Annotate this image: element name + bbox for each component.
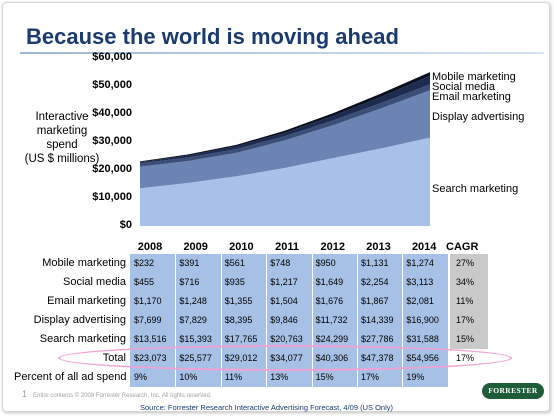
- table-row-social-media-cell: $3,113: [406, 277, 434, 287]
- table-column-divider: [402, 254, 404, 387]
- series-label-mobile-marketing: Mobile marketing: [432, 71, 516, 83]
- x-tick-label: 2014: [411, 241, 437, 253]
- area-display-advertising: [140, 90, 430, 189]
- table-row-social-media-cell: $455: [134, 277, 155, 287]
- slide-number: 1: [22, 389, 28, 399]
- table-row-mobile-marketing-cell: $1,131: [361, 258, 389, 268]
- slide-frame: [2, 2, 550, 412]
- table-row-search-marketing-cell: $20,763: [270, 334, 303, 344]
- cagr-header: CAGR: [446, 241, 479, 253]
- table-column-divider: [175, 254, 177, 387]
- series-label-social-media: Social media: [432, 81, 495, 93]
- table-row-mobile-marketing-cagr: 27%: [456, 258, 475, 268]
- y-axis-label-line-1: Interactive: [35, 111, 89, 123]
- table-row-search-marketing-cell: $27,786: [361, 334, 394, 344]
- series-label-display-advertising: Display advertising: [432, 111, 525, 123]
- table-column-divider: [266, 254, 268, 387]
- table-row-email-marketing-cell: $2,081: [406, 296, 434, 306]
- table-row-search-marketing-label: Search marketing: [39, 333, 126, 345]
- table-row-percent-label: Percent of all ad spend: [14, 371, 127, 383]
- total-highlight-oval: [58, 345, 512, 371]
- table-row-social-media-cell: $1,217: [270, 277, 298, 287]
- table-row-display-advertising-cell: $7,699: [134, 315, 162, 325]
- cagr-shading: [450, 254, 488, 349]
- y-tick-label: $30,000: [92, 135, 132, 147]
- x-tick-label: 2012: [320, 241, 346, 253]
- x-tick-label: 2010: [229, 241, 254, 253]
- table-row-mobile-marketing-cell: $1,274: [406, 258, 434, 268]
- table-row-search-marketing-cell: $24,299: [315, 334, 349, 344]
- table-row-email-marketing-label: Email marketing: [47, 295, 126, 307]
- table-row-email-marketing-cell: $1,248: [179, 296, 207, 306]
- table-row-email-marketing-cell: $1,504: [270, 296, 298, 306]
- table-row-search-marketing-cell: $15,393: [179, 334, 212, 344]
- table-row-percent-cell: 11%: [224, 372, 243, 382]
- table-row-social-media-cell: $2,254: [361, 277, 389, 287]
- table-row-display-advertising-cell: $16,900: [406, 315, 439, 325]
- y-axis-label-line-3: spend: [46, 139, 78, 151]
- table-row-mobile-marketing-cell: $561: [224, 258, 245, 268]
- table-row-email-marketing-cell: $1,355: [224, 296, 253, 306]
- table-row-social-media-cell: $1,649: [315, 277, 344, 287]
- table-row-mobile-marketing-cell: $748: [270, 258, 291, 268]
- table-row-display-advertising-cell: $7,829: [179, 315, 207, 325]
- table-row-social-media-cell: $935: [224, 277, 245, 287]
- table-row-percent-cell: 17%: [361, 372, 380, 382]
- slide-title: Because the world is moving ahead: [26, 24, 399, 49]
- y-tick-label: $50,000: [92, 79, 132, 91]
- table-row-email-marketing-cagr: 11%: [456, 296, 474, 306]
- table-column-divider: [357, 254, 358, 387]
- table-row-social-media-cagr: 34%: [456, 277, 475, 287]
- table-row-search-marketing-cell: $13,516: [134, 334, 167, 344]
- x-tick-label: 2013: [366, 241, 391, 253]
- percent-row-shading: [130, 368, 448, 387]
- table-row-display-advertising-cell: $11,732: [315, 315, 348, 325]
- table-row-mobile-marketing-cell: $950: [315, 258, 336, 268]
- x-tick-label: 2009: [183, 241, 208, 253]
- table-row-search-marketing-cagr: 15%: [456, 334, 475, 344]
- series-label-email-marketing: Email marketing: [432, 91, 511, 103]
- table-row-percent-cell: 13%: [270, 372, 289, 382]
- table-row-email-marketing-cell: $1,170: [134, 296, 162, 306]
- table-row-display-advertising-cell: $8,395: [224, 315, 253, 325]
- y-axis-label-line-4: (US $ millions): [24, 153, 100, 165]
- table-row-display-advertising-cell: $9,846: [270, 315, 298, 325]
- table-row-mobile-marketing-label: Mobile marketing: [42, 257, 126, 269]
- table-row-email-marketing-cell: $1,867: [361, 296, 389, 306]
- table-row-mobile-marketing-cell: $232: [134, 258, 155, 268]
- series-label-search-marketing: Search marketing: [432, 183, 519, 195]
- y-tick-label: $20,000: [92, 163, 132, 175]
- y-axis-label-line-2: marketing: [36, 125, 88, 137]
- x-tick-label: 2008: [137, 241, 163, 253]
- copyright-text: Entire contents © 2009 Forrester Researc…: [33, 393, 212, 399]
- table-column-divider: [311, 254, 313, 387]
- table-row-mobile-marketing-cell: $391: [179, 258, 200, 268]
- title-underline: [20, 52, 544, 54]
- y-tick-label: $60,000: [92, 51, 132, 63]
- x-tick-label: 2011: [275, 241, 300, 253]
- table-row-display-advertising-cagr: 17%: [456, 315, 475, 325]
- table-row-email-marketing-cell: $1,676: [315, 296, 344, 306]
- table-row-percent-cell: 19%: [406, 372, 425, 382]
- table-row-search-marketing-cell: $17,765: [224, 334, 258, 344]
- y-tick-label: $10,000: [92, 191, 132, 203]
- y-tick-label: $0: [119, 219, 132, 231]
- area-search-marketing: [140, 137, 430, 226]
- y-axis-label: Interactive marketing spend (US $ millio…: [16, 110, 108, 166]
- table-row-search-marketing-cell: $31,588: [406, 334, 439, 344]
- table-row-social-media-cell: $716: [179, 277, 200, 287]
- y-tick-label: $40,000: [92, 107, 132, 119]
- table-column-divider: [220, 254, 222, 387]
- footer-copyright: 1 Entire contents © 2009 Forrester Resear…: [22, 389, 212, 399]
- table-row-display-advertising-cell: $14,339: [361, 315, 394, 325]
- table-row-display-advertising-label: Display advertising: [33, 314, 126, 326]
- table-row-social-media-label: Social media: [63, 276, 126, 288]
- table-row-percent-cell: 15%: [315, 372, 334, 382]
- table-row-percent-cell: 9%: [134, 372, 148, 382]
- forrester-logo: FORRESTER: [482, 383, 544, 399]
- table-row-percent-cell: 10%: [179, 372, 198, 382]
- source-note: Source: Forrester Research Interactive A…: [140, 403, 394, 412]
